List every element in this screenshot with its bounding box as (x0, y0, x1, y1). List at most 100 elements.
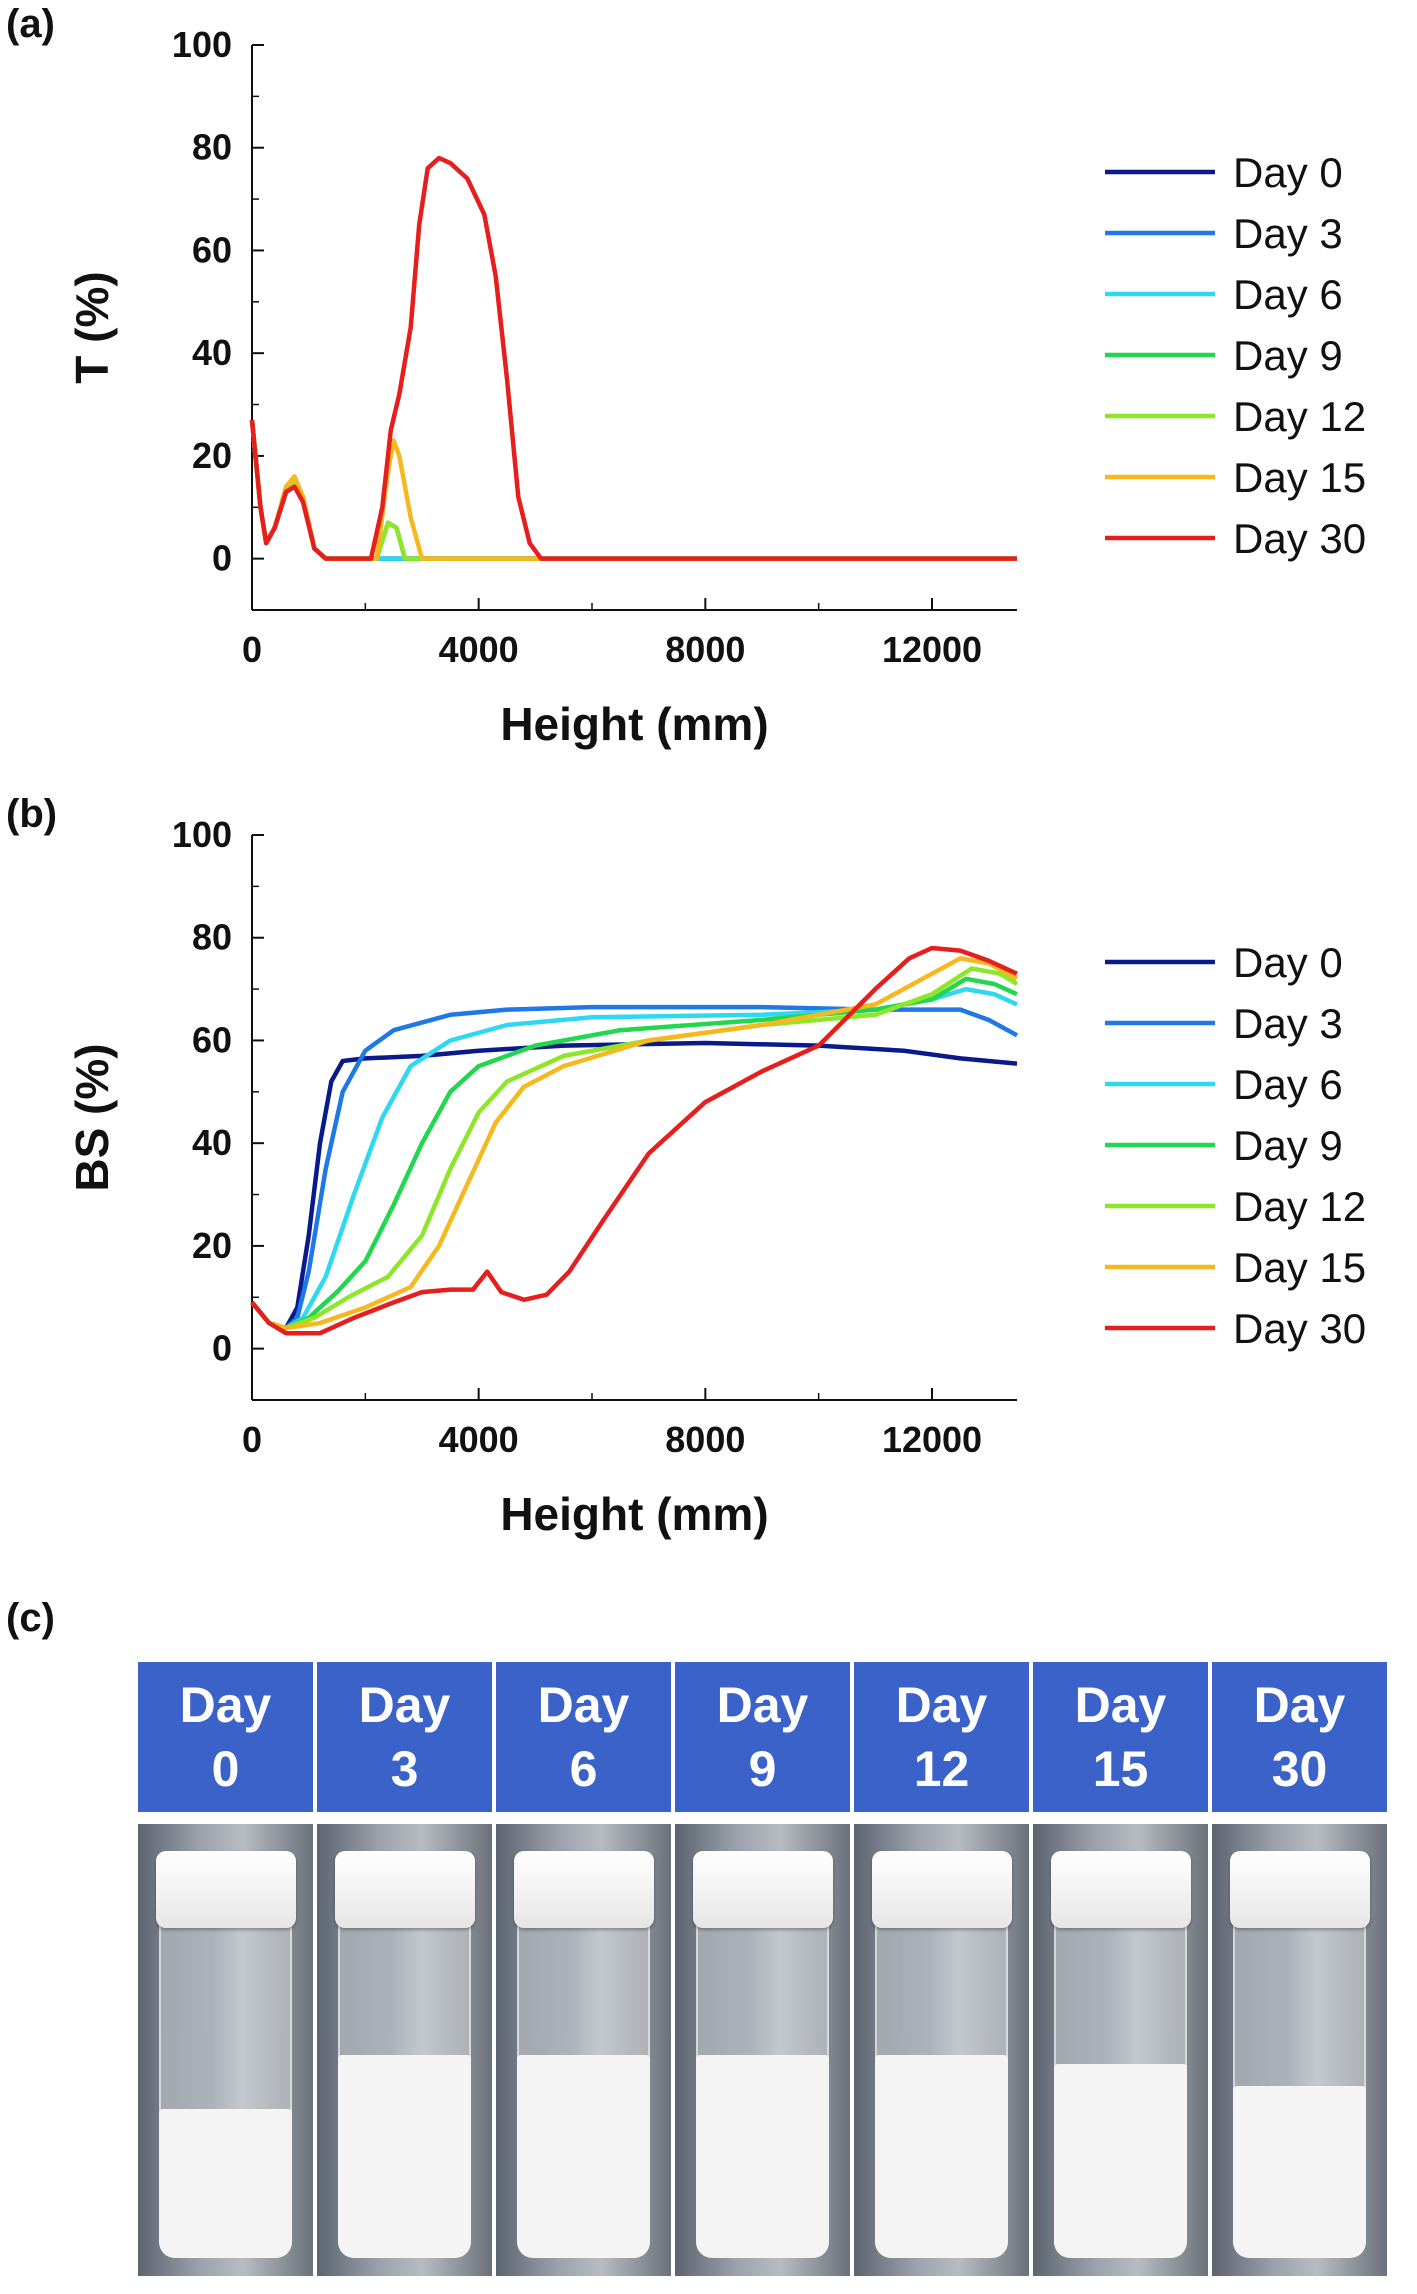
chart-b-legend-label: Day 12 (1233, 1183, 1366, 1230)
panel-label-b: (b) (6, 792, 58, 836)
day-header-row: Day 0 Day 3 Day 6 Day 9 Day 12 Day 15 Day 30 (138, 1662, 1387, 1812)
day-header-number: 30 (1271, 1741, 1328, 1797)
day-header-number: 0 (211, 1741, 240, 1797)
vial-liquid (875, 2054, 1008, 2258)
vial-cap (692, 1851, 833, 1928)
chart-a-y-axis-title: T (%) (66, 271, 118, 383)
vial-photo (317, 1824, 492, 2276)
chart-a-series-line (249, 419, 1017, 561)
day-header-number: 15 (1092, 1741, 1149, 1797)
chart-a-y-tick-label: 0 (212, 538, 232, 579)
vial-photo (1033, 1824, 1208, 2276)
vial-cap (1229, 1851, 1370, 1928)
chart-b-x-axis-title: Height (mm) (500, 1488, 768, 1540)
vial-photo-strip: Day 0 Day 3 Day 6 Day 9 Day 12 Day 15 Day 30 (138, 1662, 1387, 2276)
vial-cap (871, 1851, 1012, 1928)
day-header: Day 30 (1212, 1662, 1387, 1812)
day-header-word: Day (1074, 1677, 1167, 1733)
vial-liquid (696, 2054, 829, 2258)
chart-b-y-tick-label: 40 (192, 1122, 232, 1163)
chart-b-series-line (250, 966, 1019, 1331)
vial-cap (334, 1851, 475, 1928)
chart-b-x-tick-label: 0 (242, 1419, 262, 1460)
chart-b-y-tick-label: 20 (192, 1225, 232, 1266)
chart-a-legend-label: Day 15 (1233, 454, 1366, 501)
panel-label-c: (c) (6, 1596, 55, 1640)
chart-a-y-tick-label: 60 (192, 229, 232, 270)
day-header-number: 6 (569, 1741, 598, 1797)
day-header: Day 3 (317, 1662, 492, 1812)
chart-b-y-tick-label: 80 (192, 917, 232, 958)
day-header: Day 6 (496, 1662, 671, 1812)
chart-b-legend-label: Day 3 (1233, 1000, 1343, 1047)
chart-b-x-tick-label: 12000 (882, 1419, 982, 1460)
chart-a-legend-label: Day 30 (1233, 515, 1366, 562)
chart-b-y-axis-title: BS (%) (66, 1043, 118, 1191)
chart-b-x-tick-label: 8000 (665, 1419, 745, 1460)
vial-photo (675, 1824, 850, 2276)
chart-a-legend-label: Day 6 (1233, 271, 1343, 318)
chart-a-x-tick-label: 0 (242, 629, 262, 670)
day-header-number: 3 (390, 1741, 419, 1797)
chart-b-y-tick-label: 60 (192, 1019, 232, 1060)
day-header: Day 9 (675, 1662, 850, 1812)
day-header: Day 0 (138, 1662, 313, 1812)
chart-b-series-line (250, 1040, 1018, 1331)
chart-a-series-line (249, 155, 1017, 561)
chart-a-x-tick-label: 12000 (882, 629, 982, 670)
vial-photo (496, 1824, 671, 2276)
vial-liquid (517, 2054, 650, 2258)
vial-liquid (1054, 2063, 1187, 2258)
chart-a-legend-label: Day 12 (1233, 393, 1366, 440)
chart-b-legend-label: Day 9 (1233, 1122, 1343, 1169)
chart-b-series-line (250, 1004, 1019, 1331)
chart-b-legend-label: Day 6 (1233, 1061, 1343, 1108)
chart-b-series-line (250, 945, 1018, 1336)
chart-a-x-tick-label: 4000 (439, 629, 519, 670)
vial-cap (155, 1851, 296, 1928)
vial-liquid (1233, 2086, 1366, 2258)
chart-a-series-line (249, 419, 1017, 561)
chart-b-series-line (250, 956, 1019, 1331)
day-header: Day 12 (854, 1662, 1029, 1812)
vial-liquid (159, 2108, 292, 2258)
chart-b-legend-label: Day 0 (1233, 939, 1343, 986)
chart-b-legend-label: Day 30 (1233, 1305, 1366, 1352)
vial-liquid (338, 2054, 471, 2258)
vial-cap (513, 1851, 654, 1928)
chart-b-y-tick-label: 0 (212, 1328, 232, 1369)
day-header-word: Day (895, 1677, 988, 1733)
chart-a-y-tick-label: 80 (192, 127, 232, 168)
chart-transmission: 0 20 40 60 80 100 0 4000 8000 12000 Height (mm) T (… (66, 24, 1366, 750)
vial-photo (1212, 1824, 1387, 2276)
day-header-word: Day (716, 1677, 809, 1733)
chart-backscattering: 0 20 40 60 80 100 0 4000 8000 12000 Height (mm) BS … (66, 814, 1366, 1540)
chart-a-legend-label: Day 9 (1233, 332, 1343, 379)
chart-a-y-tick-label: 20 (192, 435, 232, 476)
day-header-word: Day (358, 1677, 451, 1733)
chart-b-y-tick-label: 100 (172, 814, 232, 855)
chart-a-legend-label: Day 0 (1233, 149, 1343, 196)
chart-a-series-line (249, 419, 1017, 561)
chart-b-legend-label: Day 15 (1233, 1244, 1366, 1291)
chart-a-series-line (249, 419, 1017, 561)
chart-a-legend-label: Day 3 (1233, 210, 1343, 257)
day-header-word: Day (179, 1677, 272, 1733)
chart-a-y-tick-label: 40 (192, 332, 232, 373)
vial-cap (1050, 1851, 1191, 1928)
day-header: Day 15 (1033, 1662, 1208, 1812)
chart-b-series-line (250, 986, 1018, 1331)
vial-photo-row (138, 1824, 1387, 2276)
vial-photo (138, 1824, 313, 2276)
panel-label-a: (a) (6, 2, 55, 46)
chart-a-x-axis-title: Height (mm) (500, 698, 768, 750)
day-header-word: Day (1253, 1677, 1346, 1733)
day-header-word: Day (537, 1677, 630, 1733)
chart-a-series-line (249, 419, 1017, 561)
chart-a-x-tick-label: 8000 (665, 629, 745, 670)
chart-b-x-tick-label: 4000 (439, 1419, 519, 1460)
chart-a-y-tick-label: 100 (172, 24, 232, 65)
day-header-number: 12 (913, 1741, 970, 1797)
day-header-number: 9 (748, 1741, 777, 1797)
vial-photo (854, 1824, 1029, 2276)
